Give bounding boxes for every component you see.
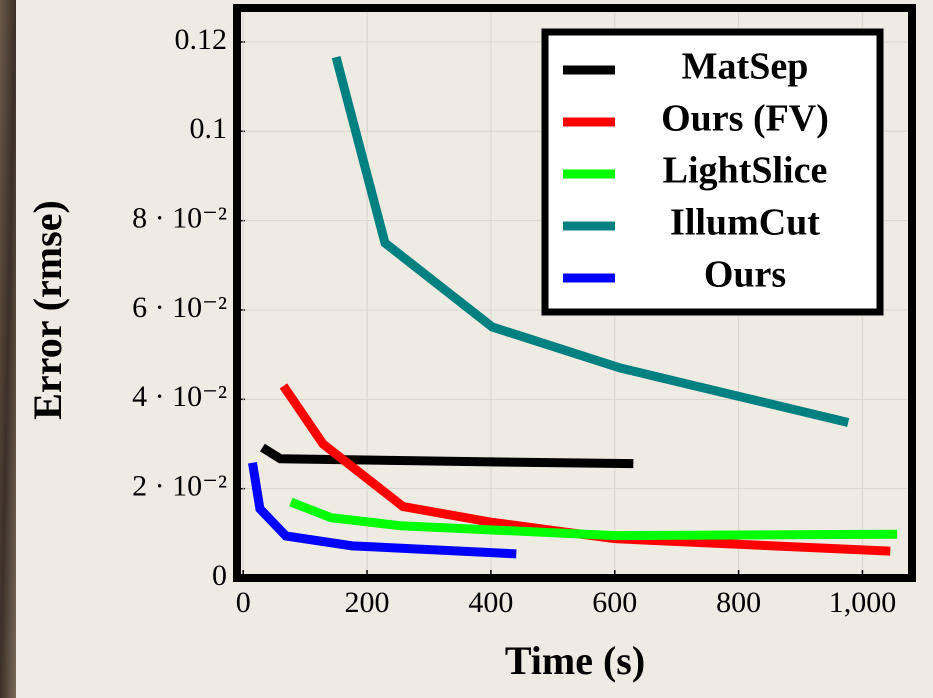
x-tick-label: 800: [716, 586, 761, 619]
y-tick-label: 0.1: [190, 112, 228, 145]
series-line: [248, 462, 517, 559]
y-tick-label: 0: [212, 559, 227, 592]
series-line: [279, 383, 891, 556]
legend-label: MatSep: [682, 46, 809, 88]
legend-box: [541, 28, 884, 316]
x-tick-label: 400: [468, 586, 513, 619]
x-tick-label: 1,000: [829, 586, 897, 619]
y-axis-label: Error (rmse): [25, 200, 70, 420]
x-tick-label: 600: [592, 586, 637, 619]
series-line: [289, 497, 898, 541]
x-axis-label: Time (s): [505, 638, 645, 683]
legend-label: Ours (FV): [661, 98, 829, 140]
series-line: [331, 55, 850, 427]
y-tick-label: 6 · 10⁻²: [132, 291, 227, 324]
y-tick-label: 2 · 10⁻²: [132, 470, 227, 503]
legend-label: IllumCut: [670, 202, 820, 244]
y-tick-label: 8 · 10⁻²: [132, 202, 227, 235]
legend-label: Ours: [704, 254, 786, 296]
photo-edge: [0, 0, 16, 698]
x-tick-label: 0: [236, 586, 251, 619]
series-line: [260, 443, 634, 469]
y-tick-label: 0.12: [175, 23, 228, 56]
plot-frame: [233, 4, 916, 582]
x-tick-label: 200: [345, 586, 390, 619]
y-tick-label: 4 · 10⁻²: [132, 380, 227, 413]
legend-label: LightSlice: [663, 150, 828, 192]
